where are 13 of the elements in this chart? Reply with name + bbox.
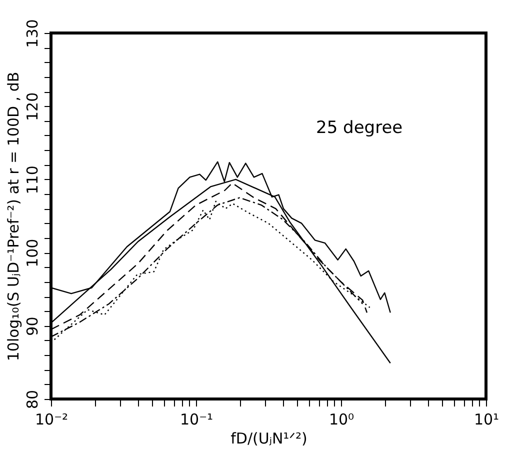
- y-axis-title: 10log₁₀(S UⱼD⁻¹Pref⁻²) at r = 100D , dB: [4, 72, 22, 362]
- annotation: 25 degree: [316, 118, 403, 138]
- x-tick-label: 10¹: [474, 410, 500, 428]
- y-tick-label: 80: [24, 390, 42, 410]
- x-axis-title: fD/(UⱼN¹ᐟ²): [230, 430, 308, 448]
- y-tick-label: 130: [24, 19, 42, 48]
- x-tick-label: 10⁻²: [34, 410, 68, 428]
- x-tick-label: 10⁰: [328, 410, 354, 428]
- x-tick-label: 10⁻¹: [180, 410, 214, 428]
- y-tick-label: 90: [24, 316, 42, 336]
- y-tick-label: 120: [24, 92, 42, 122]
- y-tick-label: 110: [24, 166, 42, 194]
- y-tick-label: 100: [24, 238, 42, 268]
